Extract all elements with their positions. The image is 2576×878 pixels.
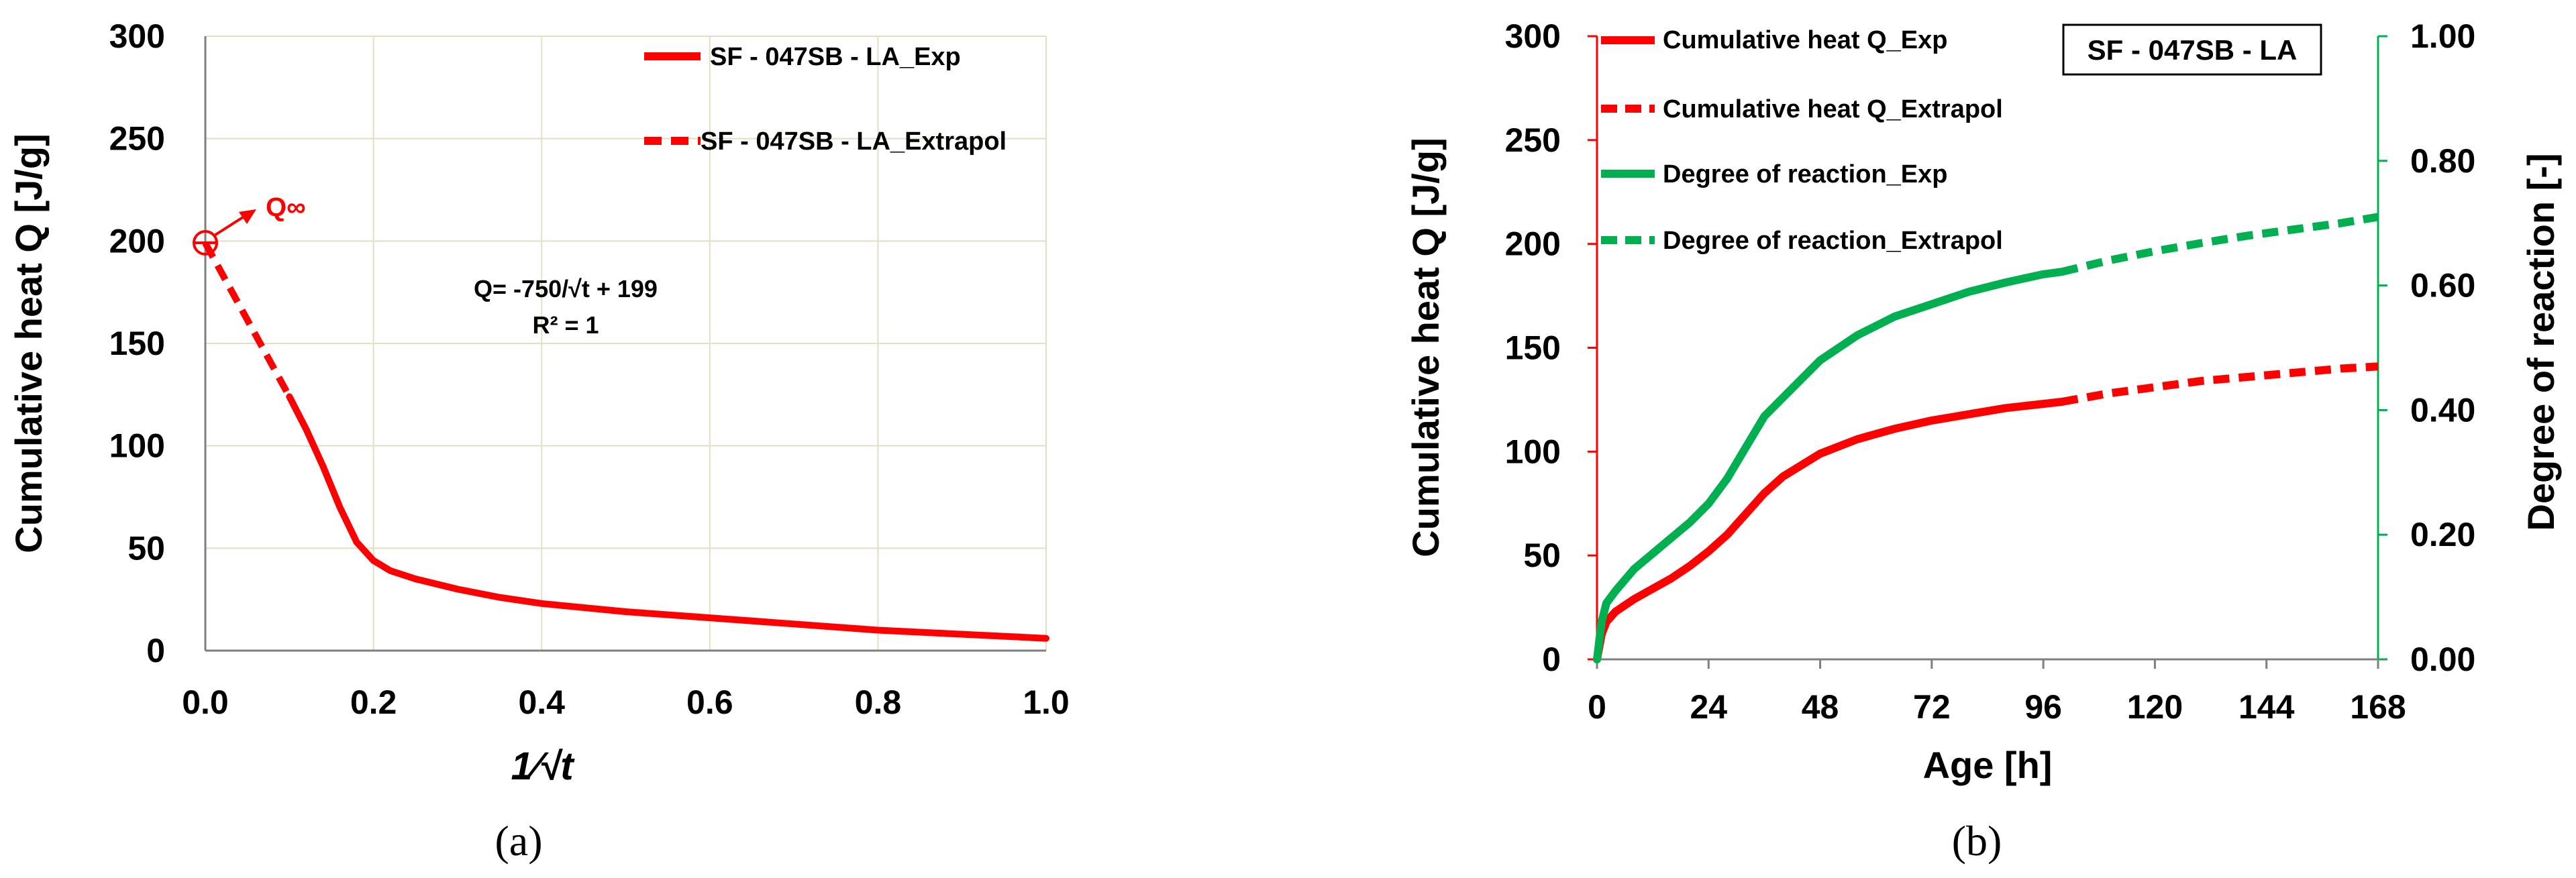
b-y-axis-label: Cumulative heat Q [J/g]	[1404, 138, 1447, 557]
a-y-tick-label: 0	[146, 632, 165, 669]
a-y-tick-label: 100	[109, 427, 165, 465]
b-panel-label: (b)	[1952, 817, 2002, 865]
a-r-squared: R² = 1	[532, 311, 599, 339]
b-axes	[1596, 36, 2379, 661]
a-y-tick-label: 300	[109, 17, 165, 55]
b-y-tick-label: 0	[1542, 641, 1561, 678]
a-q-infinity-arrow	[212, 213, 248, 237]
b-x-tick-label: 144	[2238, 688, 2295, 726]
b-ticks: 0 50 100 150 200 250 300 0.00 0.20 0.40 0.60 0.80 1.…	[1505, 17, 2476, 726]
b-legend: Cumulative heat Q_Exp Cumulative heat Q_…	[1601, 26, 2003, 255]
a-x-tick-label: 0.4	[518, 683, 565, 721]
b-x-tick-label: 168	[2350, 688, 2406, 726]
a-x-tick-label: 0.8	[855, 683, 902, 721]
a-x-tick-label: 0.2	[350, 683, 397, 721]
b-series-heat-extrapol-line	[2061, 362, 2379, 406]
b-x-tick-label: 96	[2024, 688, 2062, 726]
b-y2-tick-label: 0.60	[2410, 267, 2475, 305]
a-series	[202, 241, 1049, 642]
a-legend-label-exp: SF - 047SB - LA_Exp	[710, 43, 961, 71]
a-x-tick-label: 0.0	[182, 683, 229, 721]
a-series-extrapol-line	[202, 241, 293, 398]
a-gridlines	[205, 36, 1047, 651]
b-y-tick-label: 250	[1505, 121, 1561, 159]
b-y2-tick-label: 0.00	[2410, 641, 2475, 678]
b-legend-label-heat-exp: Cumulative heat Q_Exp	[1663, 26, 1947, 54]
b-series-dor-extrapol-line	[2061, 213, 2379, 276]
b-y2-tick-label: 0.80	[2410, 142, 2475, 180]
a-legend: SF - 047SB - LA_Exp SF - 047SB - LA_Extr…	[644, 43, 1007, 156]
a-series-exp-line	[286, 393, 1049, 642]
b-y-tick-label: 150	[1505, 329, 1561, 367]
panel-b: 0 50 100 150 200 250 300 0.00 0.20 0.40 0.60 0.80 1.…	[1404, 17, 2562, 865]
b-x-tick-label: 72	[1913, 688, 1951, 726]
a-ticks: 0 50 100 150 200 250 300 0.0 0.2 0.4 0.6 0.8 1.0	[109, 17, 1070, 721]
a-axes	[204, 36, 1046, 652]
a-panel-label: (a)	[495, 817, 542, 865]
b-y2-tick-label: 0.40	[2410, 391, 2475, 429]
b-x-tick-label: 0	[1588, 688, 1606, 726]
a-legend-label-extrapol: SF - 047SB - LA_Extrapol	[701, 127, 1007, 156]
a-y-tick-label: 200	[109, 222, 165, 260]
b-title-box	[2062, 23, 2322, 76]
b-y-tick-label: 300	[1505, 17, 1561, 55]
a-y-tick-label: 250	[109, 120, 165, 158]
b-series-heat-exp-line	[1593, 398, 2066, 663]
b-legend-label-dor-extrapol: Degree of reaction_Extrapol	[1663, 227, 2003, 255]
b-x-tick-label: 24	[1690, 688, 1727, 726]
b-y2-tick-label: 0.20	[2410, 516, 2475, 553]
b-y-tick-label: 100	[1505, 433, 1561, 470]
b-legend-label-heat-extrapol: Cumulative heat Q_Extrapol	[1663, 95, 2003, 123]
b-y2-axis-label: Degree of reaction [-]	[2520, 153, 2562, 531]
b-y-tick-label: 200	[1505, 225, 1561, 263]
a-x-tick-label: 0.6	[686, 683, 733, 721]
b-x-tick-label: 48	[1802, 688, 1839, 726]
b-y-tick-label: 50	[1523, 537, 1561, 574]
b-legend-label-dor-exp: Degree of reaction_Exp	[1663, 160, 1947, 188]
b-series	[1593, 213, 2379, 663]
a-q-infinity-arrowhead	[239, 209, 256, 224]
b-y2-tick-label: 1.00	[2410, 17, 2475, 55]
a-x-axis-label: 1⁄√t	[511, 745, 575, 788]
b-series-dor-exp-line	[1593, 268, 2066, 663]
b-x-axis-label: Age [h]	[1923, 744, 2053, 786]
b-x-tick-label: 120	[2127, 688, 2183, 726]
b-title-text: SF - 047SB - LA	[2088, 34, 2298, 66]
a-y-tick-label: 50	[127, 529, 165, 567]
a-y-axis-label: Cumulative heat Q [J/g]	[7, 133, 50, 553]
a-x-tick-label: 1.0	[1023, 683, 1070, 721]
a-q-infinity-label: Q∞	[266, 193, 306, 222]
a-y-tick-label: 150	[109, 325, 165, 362]
a-equation: Q= -750/√t + 199	[474, 275, 658, 303]
